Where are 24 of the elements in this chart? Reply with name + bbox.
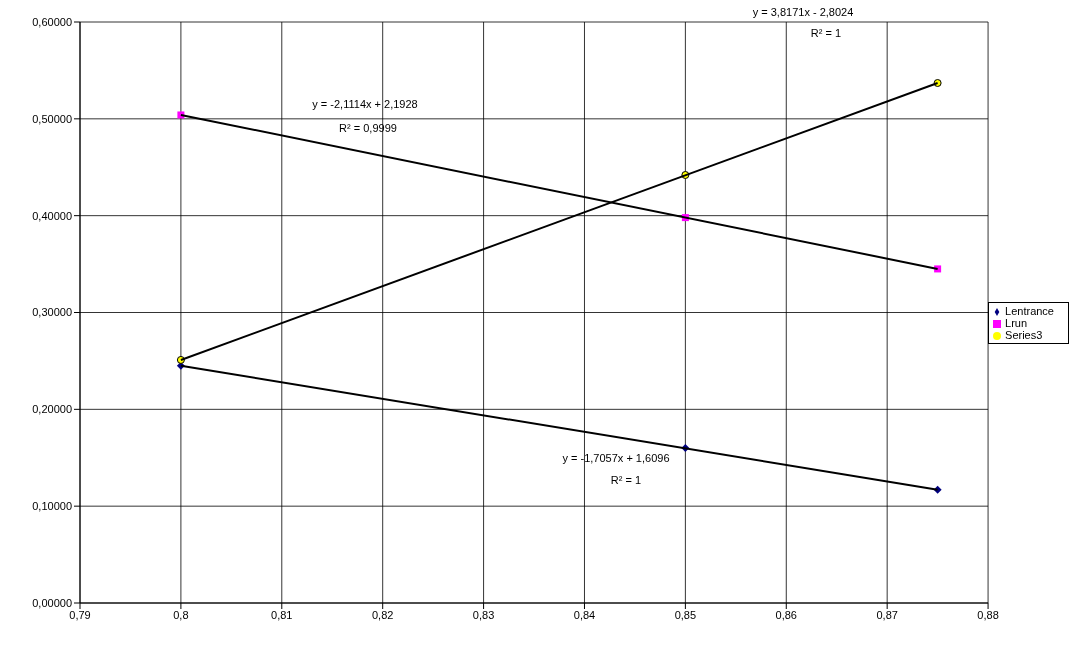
legend-label: Lrun bbox=[1005, 316, 1028, 329]
x-tick-label: 0,84 bbox=[573, 608, 596, 621]
y-tick-label: 0,20000 bbox=[32, 403, 72, 416]
x-tick-label: 0,8 bbox=[173, 608, 189, 621]
y-tick-label: 0,10000 bbox=[32, 500, 72, 513]
legend-label: Series3 bbox=[1005, 328, 1043, 341]
annotation: R² = 1 bbox=[610, 474, 642, 486]
annotation: y = -2,1114x + 2,1928 bbox=[312, 98, 418, 110]
x-tick-label: 0,79 bbox=[69, 608, 91, 621]
y-tick-label: 0,00000 bbox=[32, 596, 72, 609]
legend-label: Lentrance bbox=[1005, 304, 1054, 317]
x-tick-label: 0,85 bbox=[674, 608, 697, 621]
x-tick-label: 0,81 bbox=[271, 608, 293, 621]
y-tick-label: 0,60000 bbox=[32, 15, 72, 28]
x-tick-label: 0,83 bbox=[472, 608, 495, 621]
x-tick-label: 0,86 bbox=[775, 608, 797, 621]
x-tick-label: 0,82 bbox=[371, 608, 394, 621]
x-tick-label: 0,87 bbox=[876, 608, 898, 621]
x-tick-label: 0,88 bbox=[977, 608, 999, 621]
text: y = 3,8171x - 2,8024 bbox=[752, 6, 854, 18]
annotation: R² = 1 bbox=[810, 27, 842, 39]
y-tick-label: 0,40000 bbox=[32, 209, 72, 222]
y-tick-label: 0,30000 bbox=[32, 306, 72, 319]
y-tick-label: 0,50000 bbox=[32, 112, 72, 125]
